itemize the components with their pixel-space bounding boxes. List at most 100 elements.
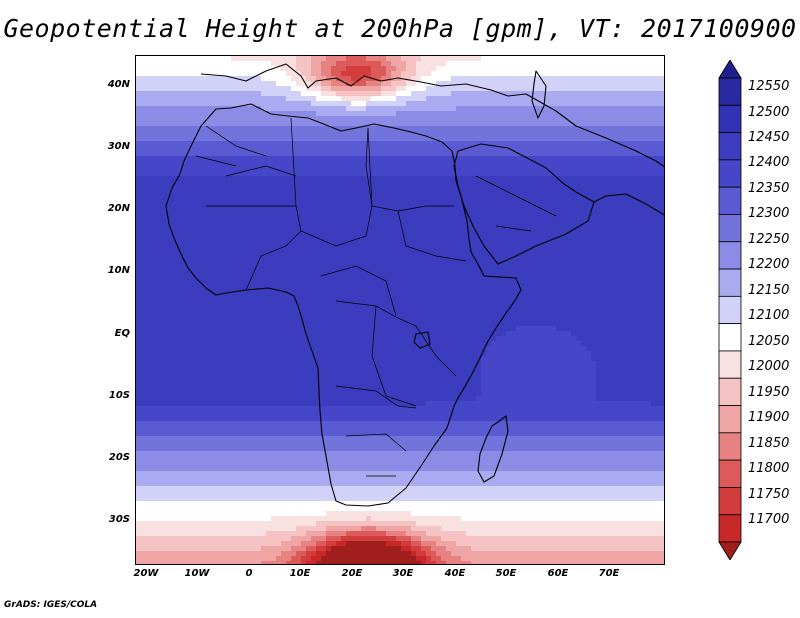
chart-title: Geopotential Height at 200hPa [gpm], VT:… [3,14,797,43]
height-cell [451,551,664,556]
height-cell [136,436,664,441]
colorbar-label-12400: 12400 [748,155,790,170]
height-cell [136,86,291,91]
colorbar-label-12300: 12300 [748,206,790,221]
height-cell [516,326,556,331]
height-cell [291,556,301,561]
lon-label-30e: 30E [392,568,414,579]
height-cell [296,56,311,61]
height-cell [136,541,281,546]
height-cell [421,546,431,551]
height-cell [136,296,664,301]
height-cell [361,526,376,531]
height-cell [406,81,416,86]
height-cell [381,91,396,96]
height-cell [136,186,664,191]
height-cell [476,396,596,401]
height-cell [426,561,436,564]
lat-label-30s: 30S [108,514,130,525]
height-cell [461,516,664,521]
height-cell [136,506,664,511]
madagascar-coastline [477,415,509,483]
height-cell [396,91,411,96]
height-cell [136,291,664,296]
height-cell [321,66,331,71]
height-cell [136,446,664,451]
height-cell [396,96,426,101]
asia-coastline [525,93,664,216]
height-cell [366,56,386,61]
height-cell [486,351,591,356]
height-cell [291,536,311,541]
height-cell [396,66,406,71]
height-cell [326,56,346,61]
height-cell [136,146,664,151]
height-cell [381,76,391,81]
height-cell [326,526,361,531]
height-cell [396,111,664,116]
height-cell [371,66,386,71]
height-cell [316,561,421,564]
colorbar-label-12100: 12100 [748,308,790,323]
height-cell [316,521,416,526]
height-cell [381,61,391,66]
height-cell [346,531,386,536]
africa-coastline [165,103,522,507]
height-cell [311,56,326,61]
height-cell [381,81,391,86]
height-cell [591,351,664,356]
colorbar-swatch [718,405,742,434]
colorbar-label-11750: 11750 [748,487,790,502]
height-cell [136,556,276,561]
height-cell [586,346,664,351]
colorbar-swatch [718,377,742,406]
height-cell [136,56,231,61]
height-cell [391,81,406,86]
height-cell [291,86,306,91]
height-cell [426,551,436,556]
height-cell [346,56,366,61]
height-cell [136,416,664,421]
map-plot-area [135,55,665,565]
height-cell [136,476,664,481]
height-cell [421,536,441,541]
height-cell [136,321,664,326]
height-cell [136,491,664,496]
height-cell [136,316,664,321]
height-cell [331,66,346,71]
height-cell [136,181,664,186]
colorbar [718,60,742,560]
europe-coastline [200,63,527,97]
height-cell [311,536,326,541]
height-cell [136,551,281,556]
colorbar-swatch [718,268,742,297]
height-cell [311,556,321,561]
height-cell [136,366,481,371]
height-cell [136,241,664,246]
height-cell [136,276,664,281]
height-cell [136,251,664,256]
height-cell [471,546,664,551]
height-cell [596,396,664,401]
height-cell [276,556,291,561]
lon-label-10e: 10E [289,568,311,579]
height-cell [596,376,664,381]
height-cell [136,81,276,86]
lat-label-20s: 20S [108,452,130,463]
height-cell [136,531,266,536]
height-cell [331,86,381,91]
height-cell [471,561,664,564]
height-cell [386,541,401,546]
height-cell [326,551,411,556]
height-cell [441,556,461,561]
height-cell [481,381,596,386]
height-cell [396,536,411,541]
colorbar-swatch [718,432,742,461]
height-cell [136,301,664,306]
height-cell [436,81,664,86]
height-cell [286,71,301,76]
height-cell [426,401,651,406]
height-cell [296,526,326,531]
height-cell [136,336,496,341]
height-cell [351,101,366,106]
